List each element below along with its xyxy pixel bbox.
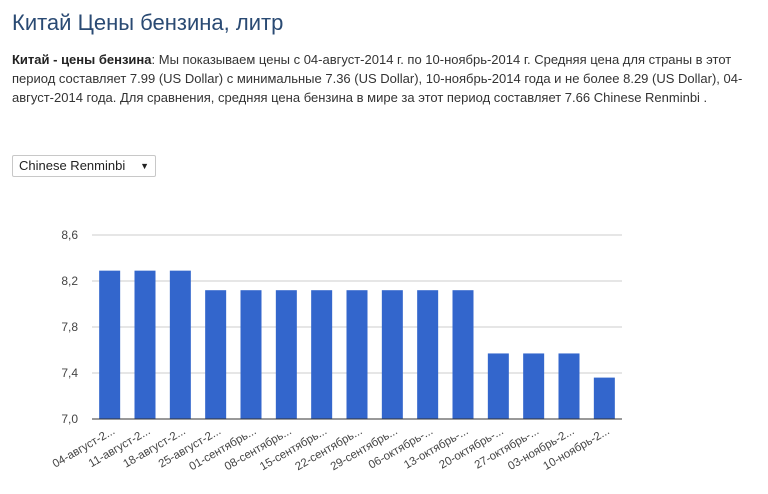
triangle-down-icon: ▼ [140,161,149,171]
bar[interactable] [558,353,580,419]
y-tick-label: 8,2 [61,274,78,288]
y-tick-label: 7,8 [61,320,78,334]
currency-select-value: Chinese Renminbi [19,158,126,173]
bar[interactable] [205,290,227,419]
bar[interactable] [487,353,509,419]
bar[interactable] [169,270,191,419]
y-tick-label: 7,0 [61,412,78,426]
bar[interactable] [523,353,545,419]
description-lead: Китай - цены бензина [12,52,152,67]
bar[interactable] [346,290,368,419]
price-bar-chart: 8,68,27,87,47,004-август-2...11-август-2… [51,228,622,473]
description: Китай - цены бензина: Мы показываем цены… [12,50,757,107]
bar[interactable] [99,270,121,419]
currency-select[interactable]: Chinese Renminbi ▼ [12,155,156,177]
bar[interactable] [417,290,439,419]
bar[interactable] [134,270,156,419]
page-title: Китай Цены бензина, литр [12,10,284,35]
bar[interactable] [275,290,297,419]
description-text: : Мы показываем цены с 04-август-2014 г.… [12,52,743,105]
bar[interactable] [452,290,474,419]
bar[interactable] [593,377,615,419]
bar[interactable] [240,290,262,419]
y-tick-label: 7,4 [61,366,78,380]
bar[interactable] [311,290,333,419]
bar[interactable] [381,290,403,419]
y-tick-label: 8,6 [61,228,78,242]
